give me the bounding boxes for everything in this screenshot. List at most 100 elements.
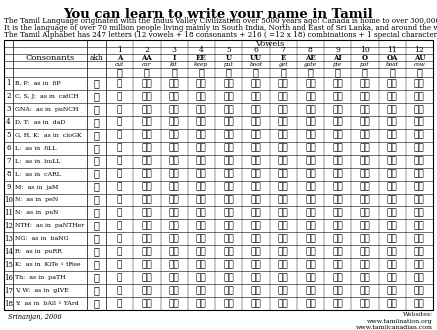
Text: OA: OA bbox=[386, 53, 398, 61]
Text: ஙா: ஙா bbox=[142, 234, 152, 243]
Text: You can learn to write your name in Tamil: You can learn to write your name in Tami… bbox=[63, 8, 373, 21]
Text: ரௌ: ரௌ bbox=[414, 247, 425, 256]
Text: gate: gate bbox=[304, 62, 317, 67]
Text: க: க bbox=[117, 131, 122, 140]
Text: யெ: யெ bbox=[278, 299, 288, 308]
Text: கௌ: கௌ bbox=[414, 131, 425, 140]
Text: த: த bbox=[117, 273, 122, 282]
Text: L:  as in  fiLL: L: as in fiLL bbox=[15, 146, 56, 151]
Text: மா: மா bbox=[142, 182, 152, 191]
Text: சூ: சூ bbox=[250, 92, 261, 101]
Text: டே: டே bbox=[305, 118, 316, 127]
Text: கே: கே bbox=[305, 131, 316, 140]
Text: G, H, K:  as in  cloGK: G, H, K: as in cloGK bbox=[15, 133, 82, 138]
Text: K:  as in  KiTe ◦ tRee: K: as in KiTe ◦ tRee bbox=[15, 262, 80, 267]
Text: 7: 7 bbox=[6, 157, 11, 165]
Text: று: று bbox=[223, 260, 234, 269]
Text: யௌ: யௌ bbox=[414, 299, 425, 308]
Text: எ: எ bbox=[280, 68, 286, 77]
Text: ப: ப bbox=[117, 79, 122, 88]
Text: தெ: தெ bbox=[278, 273, 288, 282]
Text: 9: 9 bbox=[6, 183, 11, 191]
Text: GNA:  as in  puNCH: GNA: as in puNCH bbox=[15, 107, 78, 112]
Text: நூ: நூ bbox=[250, 209, 261, 217]
Bar bbox=[4, 40, 433, 310]
Text: ணூ: ணூ bbox=[250, 195, 261, 205]
Text: தே: தே bbox=[305, 273, 316, 282]
Text: ஞ: ஞ bbox=[117, 105, 122, 114]
Text: ரை: ரை bbox=[332, 247, 343, 256]
Text: 9: 9 bbox=[335, 47, 340, 54]
Text: ந: ந bbox=[94, 209, 100, 217]
Text: லீ: லீ bbox=[196, 144, 207, 153]
Text: பா: பா bbox=[142, 79, 152, 88]
Text: தீ: தீ bbox=[196, 221, 207, 230]
Text: ஞை: ஞை bbox=[332, 105, 343, 114]
Text: car: car bbox=[142, 62, 152, 67]
Text: தோ: தோ bbox=[387, 273, 398, 282]
Text: 11: 11 bbox=[387, 47, 397, 54]
Text: த: த bbox=[94, 221, 100, 230]
Text: வ: வ bbox=[117, 286, 122, 295]
Text: வை: வை bbox=[332, 286, 343, 295]
Text: cow: cow bbox=[413, 62, 425, 67]
Text: கொ: கொ bbox=[360, 131, 370, 140]
Text: pot: pot bbox=[360, 62, 370, 67]
Text: ள: ள bbox=[117, 157, 122, 166]
Text: கூ: கூ bbox=[250, 131, 261, 140]
Text: ஏ: ஏ bbox=[308, 68, 313, 77]
Text: நி: நி bbox=[169, 209, 180, 217]
Text: மே: மே bbox=[305, 182, 316, 191]
Text: கெ: கெ bbox=[278, 131, 288, 140]
Text: யை: யை bbox=[332, 299, 343, 308]
Text: ஙூ: ஙூ bbox=[250, 234, 261, 243]
Text: சி: சி bbox=[169, 92, 180, 101]
Text: ளா: ளா bbox=[142, 157, 152, 166]
Text: மூ: மூ bbox=[250, 182, 261, 191]
Text: 2: 2 bbox=[6, 92, 11, 100]
Text: keep: keep bbox=[194, 62, 208, 67]
Text: கா: கா bbox=[142, 131, 152, 140]
Text: ணு: ணு bbox=[223, 195, 234, 205]
Text: றெ: றெ bbox=[278, 260, 288, 269]
Text: நை: நை bbox=[332, 209, 343, 217]
Text: லே: லே bbox=[305, 144, 316, 153]
Text: 14: 14 bbox=[4, 248, 13, 256]
Text: 6: 6 bbox=[253, 47, 258, 54]
Text: ஞே: ஞே bbox=[305, 105, 316, 114]
Text: D, T:  as in  daD: D, T: as in daD bbox=[15, 120, 66, 125]
Text: லா: லா bbox=[142, 144, 152, 153]
Text: O: O bbox=[362, 53, 368, 61]
Text: ணோ: ணோ bbox=[387, 195, 398, 205]
Text: யூ: யூ bbox=[250, 299, 261, 308]
Text: தை: தை bbox=[332, 273, 343, 282]
Text: ளே: ளே bbox=[305, 157, 316, 166]
Text: கை: கை bbox=[332, 131, 343, 140]
Text: 10: 10 bbox=[360, 47, 370, 54]
Text: ணீ: ணீ bbox=[196, 195, 207, 205]
Text: 12: 12 bbox=[4, 222, 13, 230]
Text: ஆ: ஆ bbox=[144, 68, 150, 77]
Text: ளெ: ளெ bbox=[278, 157, 288, 166]
Text: வீ: வீ bbox=[196, 286, 207, 295]
Text: 1: 1 bbox=[6, 80, 11, 87]
Text: ஙி: ஙி bbox=[169, 234, 180, 243]
Text: ழை: ழை bbox=[332, 170, 343, 179]
Text: ஙெ: ஙெ bbox=[278, 234, 288, 243]
Text: 12: 12 bbox=[415, 47, 424, 54]
Text: ச: ச bbox=[94, 92, 100, 101]
Text: ய: ய bbox=[94, 299, 100, 308]
Text: ழூ: ழூ bbox=[250, 170, 261, 179]
Text: தூ: தூ bbox=[250, 221, 261, 230]
Text: தோ: தோ bbox=[387, 221, 398, 230]
Text: யு: யு bbox=[223, 299, 234, 308]
Text: ளூ: ளூ bbox=[250, 157, 261, 166]
Text: ணெ: ணெ bbox=[278, 195, 288, 205]
Text: றி: றி bbox=[169, 260, 180, 269]
Text: ஊ: ஊ bbox=[253, 68, 259, 77]
Text: akh: akh bbox=[90, 54, 104, 62]
Text: டொ: டொ bbox=[360, 118, 370, 127]
Text: R:  as in  puRR: R: as in puRR bbox=[15, 249, 62, 254]
Text: Y:  as in  bAll ◦ YArd: Y: as in bAll ◦ YArd bbox=[15, 301, 79, 306]
Text: மை: மை bbox=[332, 182, 343, 191]
